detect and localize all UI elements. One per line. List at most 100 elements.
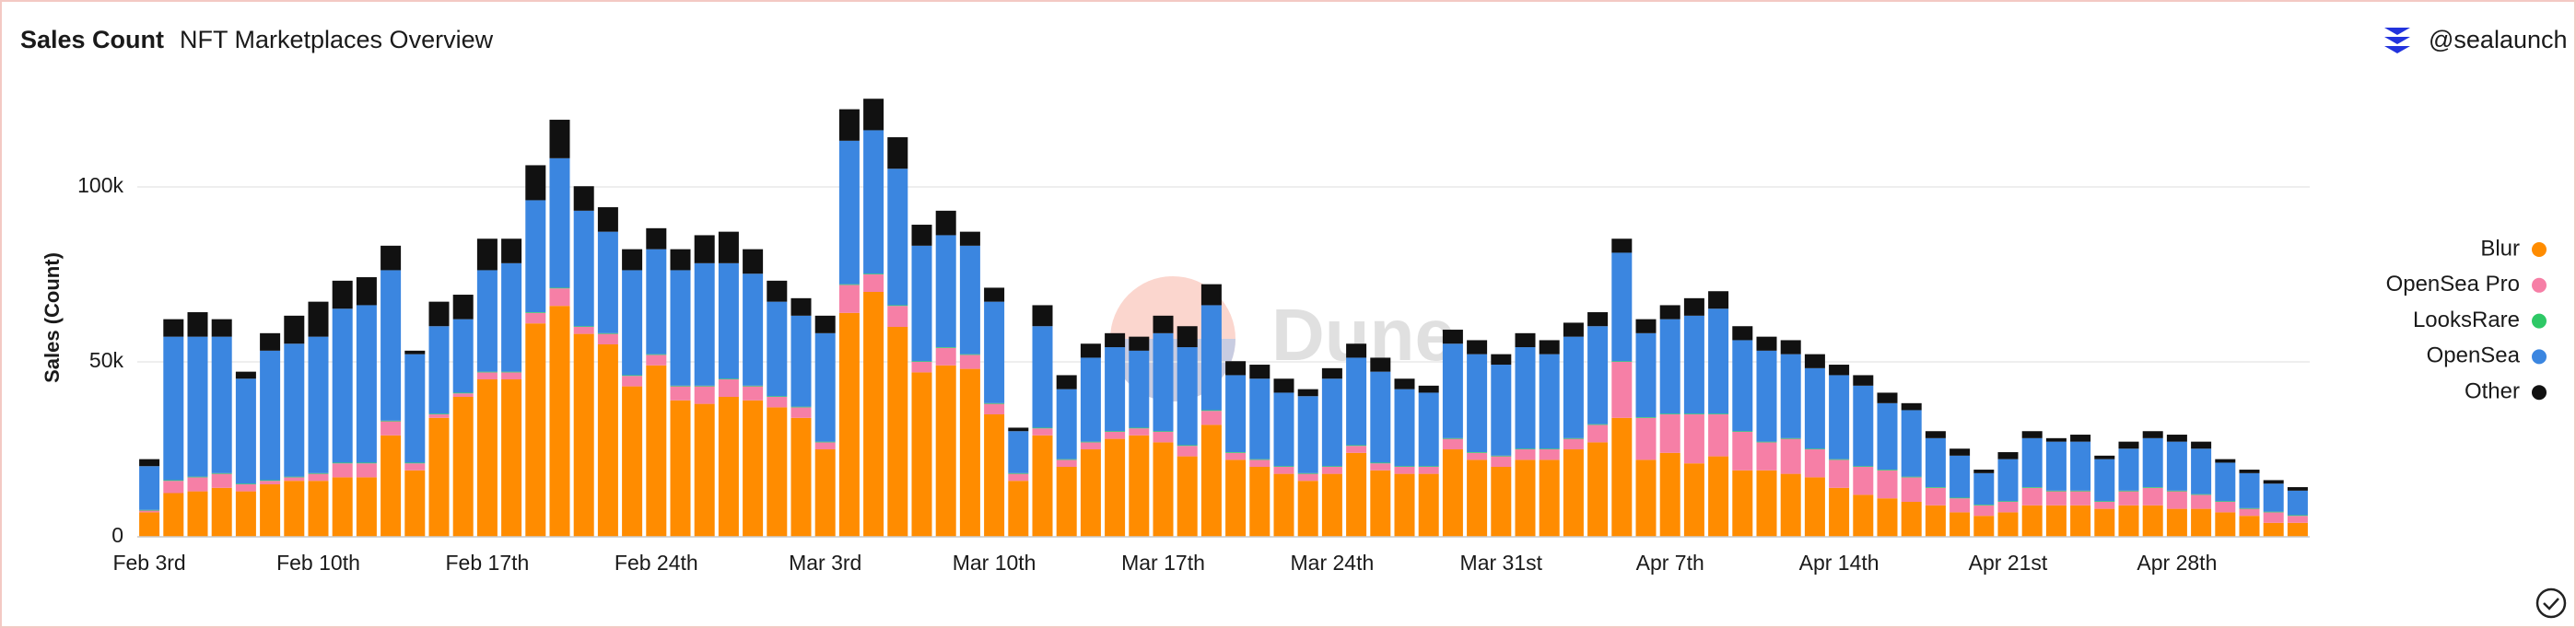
bar-segment	[1877, 498, 1898, 537]
bar-segment	[139, 510, 160, 513]
bar-segment	[525, 200, 546, 313]
bar-segment	[1105, 432, 1126, 439]
bar-segment	[1515, 448, 1536, 449]
bar-segment	[1997, 512, 2019, 537]
bar-segment	[1177, 456, 1198, 537]
bar-segment	[308, 336, 329, 473]
bar-segment	[284, 477, 305, 482]
bar-segment	[332, 463, 353, 478]
bar-segment	[1950, 455, 1971, 498]
bar-segment	[597, 231, 618, 333]
bar-segment	[332, 477, 353, 537]
bar-segment	[381, 270, 402, 421]
bar-segment	[863, 99, 884, 131]
bar-segment	[2142, 487, 2163, 506]
bar-segment	[235, 484, 256, 492]
bar-segment	[573, 210, 594, 327]
bar-segment	[2287, 515, 2308, 517]
bar-segment	[1491, 456, 1512, 467]
bar-segment	[1708, 291, 1729, 309]
bar-segment	[1732, 340, 1753, 432]
bar-segment	[1804, 367, 1825, 449]
bar-segment	[2287, 516, 2308, 523]
bar-segment	[1153, 431, 1174, 432]
bar-segment	[1200, 305, 1222, 411]
bar-segment	[935, 365, 956, 537]
bar-segment	[790, 297, 812, 316]
y-tick-label: 0	[111, 523, 123, 547]
bar-segment	[2142, 437, 2163, 488]
bar-segment	[1394, 473, 1415, 537]
bar-segment	[1539, 340, 1560, 355]
bar-segment	[1056, 375, 1077, 390]
bar-segment	[187, 476, 208, 478]
bar-segment	[501, 238, 522, 263]
x-tick-label: Apr 7th	[1636, 551, 1704, 575]
bar-segment	[525, 323, 546, 537]
legend-label: OpenSea Pro	[2386, 272, 2520, 297]
bar-segment	[2239, 470, 2260, 473]
x-tick-label: Mar 17th	[1121, 551, 1205, 575]
bar-segment	[1321, 378, 1342, 467]
bar-segment	[260, 484, 281, 537]
bar-segment	[2142, 431, 2163, 438]
bar-segment	[2287, 522, 2308, 537]
bar-segment	[187, 336, 208, 477]
bar-segment	[260, 481, 281, 484]
bar-segment	[2263, 483, 2284, 512]
bar-segment	[1756, 336, 1777, 351]
bar-segment	[1925, 437, 1946, 488]
bar-segment	[1491, 455, 1512, 457]
bar-segment	[187, 312, 208, 337]
check-icon[interactable]	[2535, 587, 2567, 619]
bar-segment	[1925, 431, 1946, 438]
bar-segment	[2070, 441, 2091, 491]
bar-segment	[404, 463, 426, 471]
bar-segment	[935, 235, 956, 348]
bar-segment	[984, 414, 1005, 537]
bar-segment	[2021, 505, 2043, 537]
bar-segment	[1973, 516, 1995, 537]
bar-segment	[767, 280, 788, 302]
bar-segment	[2191, 494, 2212, 495]
bar-segment	[1877, 470, 1898, 499]
bar-segment	[139, 466, 160, 510]
bar-segment	[1346, 452, 1367, 537]
bar-segment	[549, 288, 570, 307]
bar-segment	[2045, 505, 2067, 537]
bar-segment	[1853, 467, 1874, 495]
bar-segment	[694, 386, 715, 404]
bar-segment	[2094, 459, 2115, 502]
bar-segment	[452, 319, 474, 393]
bar-segment	[2215, 512, 2236, 537]
bar-segment	[1804, 449, 1825, 478]
bar-segment	[1346, 357, 1367, 446]
x-tick-label: Apr 14th	[1799, 551, 1879, 575]
bar-segment	[959, 368, 980, 537]
bar-segment	[1973, 470, 1995, 473]
bar-segment	[1200, 424, 1222, 537]
bar-segment	[1129, 350, 1150, 428]
bar-segment	[2166, 490, 2187, 492]
bar-segment	[235, 378, 256, 484]
bar-segment	[887, 305, 908, 307]
chart-subtitle: NFT Marketplaces Overview	[180, 26, 494, 53]
bar-segment	[452, 295, 474, 320]
bar-segment	[1370, 371, 1391, 463]
y-axis-title: Sales (Count)	[41, 252, 64, 383]
bar-segment	[1273, 378, 1294, 393]
bar-segment	[1370, 357, 1391, 372]
bar-segment	[2215, 462, 2236, 502]
bar-segment	[1467, 452, 1488, 453]
x-tick-label: Feb 10th	[276, 551, 360, 575]
bar-segment	[1853, 375, 1874, 386]
bar-segment	[1225, 375, 1247, 453]
bar-segment	[1659, 414, 1680, 453]
bar-segment	[1683, 463, 1704, 537]
bar-segment	[1105, 431, 1126, 432]
bar-segment	[549, 306, 570, 537]
bar-segment	[1467, 452, 1488, 460]
bar-segment	[1153, 432, 1174, 443]
bar-segment	[1659, 413, 1680, 414]
